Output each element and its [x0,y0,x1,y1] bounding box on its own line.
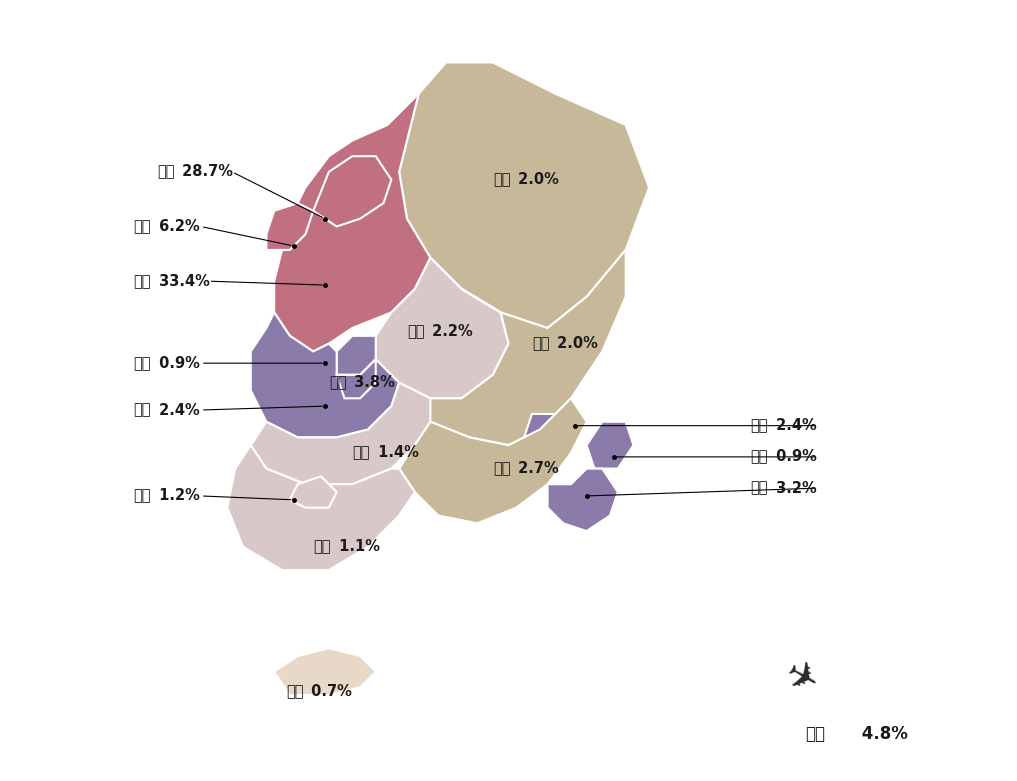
Text: 경남: 경남 [493,461,511,476]
Text: 2.4%: 2.4% [771,418,817,433]
Text: 대구: 대구 [751,418,768,433]
Polygon shape [313,156,392,226]
Polygon shape [587,422,634,469]
Text: 충남: 충남 [328,375,347,390]
Text: 2.4%: 2.4% [154,402,199,418]
Polygon shape [524,414,563,445]
Text: 2.0%: 2.0% [552,336,598,351]
Text: 0.9%: 0.9% [154,355,199,371]
Text: 충북: 충북 [407,324,424,340]
Text: 3.2%: 3.2% [771,480,817,496]
Text: 4.8%: 4.8% [856,725,908,744]
Text: 1.4%: 1.4% [372,445,418,461]
Text: 0.7%: 0.7% [306,683,352,699]
Polygon shape [415,250,625,445]
Polygon shape [399,62,649,328]
Text: 부산: 부산 [751,480,768,496]
Text: 전남: 전남 [313,539,331,555]
Text: 해외: 해외 [805,725,825,744]
Text: 강원: 강원 [493,172,511,187]
Text: 대전: 대전 [133,402,152,418]
Polygon shape [290,476,337,508]
Polygon shape [275,648,375,695]
Text: 광주: 광주 [133,488,152,504]
Text: 28.7%: 28.7% [177,164,233,180]
Text: 인천: 인천 [133,219,152,234]
Polygon shape [337,359,375,398]
Text: 제주: 제주 [286,683,303,699]
Text: 0.9%: 0.9% [771,449,817,465]
Polygon shape [251,312,399,437]
Text: 세종: 세종 [133,355,152,371]
Text: 울산: 울산 [751,449,768,465]
Polygon shape [266,203,313,250]
Text: 6.2%: 6.2% [154,219,199,234]
Polygon shape [251,383,430,484]
Text: 2.7%: 2.7% [514,461,559,476]
Text: 1.1%: 1.1% [334,539,379,555]
Polygon shape [228,445,415,570]
Text: 전북: 전북 [352,445,370,461]
Text: 경북: 경북 [532,336,549,351]
Polygon shape [399,398,587,523]
Text: 2.2%: 2.2% [427,324,473,340]
Text: 2.0%: 2.0% [514,172,559,187]
Text: 경기: 경기 [133,273,152,289]
Text: ✈: ✈ [778,654,825,704]
Text: 33.4%: 33.4% [154,273,210,289]
Polygon shape [547,469,618,531]
Polygon shape [375,258,508,398]
Text: 서울: 서울 [157,164,175,180]
Text: 3.8%: 3.8% [349,375,395,390]
Text: 1.2%: 1.2% [154,488,199,504]
Polygon shape [275,94,430,351]
Polygon shape [337,336,375,375]
